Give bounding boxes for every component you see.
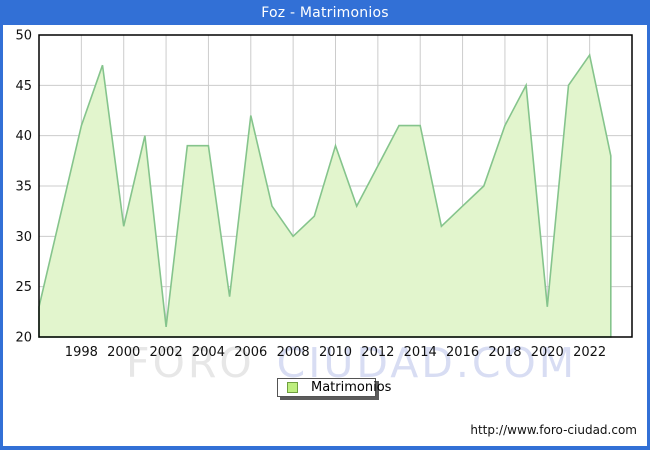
watermark-text-1: FORO: [126, 339, 255, 387]
page-title: Foz - Matrimonios: [261, 4, 389, 21]
svg-text:2022: 2022: [573, 345, 606, 360]
svg-text:2002: 2002: [150, 345, 183, 360]
svg-text:2020: 2020: [531, 345, 564, 360]
frame-border-bottom: [0, 446, 650, 450]
y-axis-tick-labels: 20 25 30 35 40 45 50: [15, 29, 32, 346]
svg-text:2014: 2014: [404, 345, 437, 360]
svg-text:35: 35: [15, 180, 32, 195]
svg-text:1998: 1998: [65, 345, 98, 360]
svg-text:2016: 2016: [446, 345, 479, 360]
svg-text:2004: 2004: [192, 345, 225, 360]
svg-text:45: 45: [15, 79, 32, 94]
area-series-matrimonios: [38, 53, 612, 338]
plot-border: [38, 34, 633, 338]
svg-text:50: 50: [15, 29, 32, 44]
frame-border-left: [0, 0, 3, 450]
svg-text:2000: 2000: [107, 345, 140, 360]
legend: Matrimonios: [277, 378, 391, 397]
site-url-text: http://www.foro-ciudad.com: [470, 423, 637, 437]
legend-swatch-icon: [287, 382, 298, 393]
svg-text:2010: 2010: [319, 345, 352, 360]
svg-text:40: 40: [15, 129, 32, 144]
svg-text:2018: 2018: [488, 345, 521, 360]
svg-text:30: 30: [15, 230, 32, 245]
x-axis-tick-labels: 1998 2000 2002 2004 2006 2008 2010 2012 2014 2016…: [65, 345, 606, 360]
svg-text:2008: 2008: [277, 345, 310, 360]
svg-text:2012: 2012: [361, 345, 394, 360]
legend-label: Matrimonios: [311, 380, 392, 395]
title-bar: Foz - Matrimonios: [0, 0, 650, 25]
svg-text:25: 25: [15, 280, 32, 295]
svg-text:2006: 2006: [234, 345, 267, 360]
svg-text:20: 20: [15, 331, 32, 346]
frame-border-right: [647, 0, 650, 450]
